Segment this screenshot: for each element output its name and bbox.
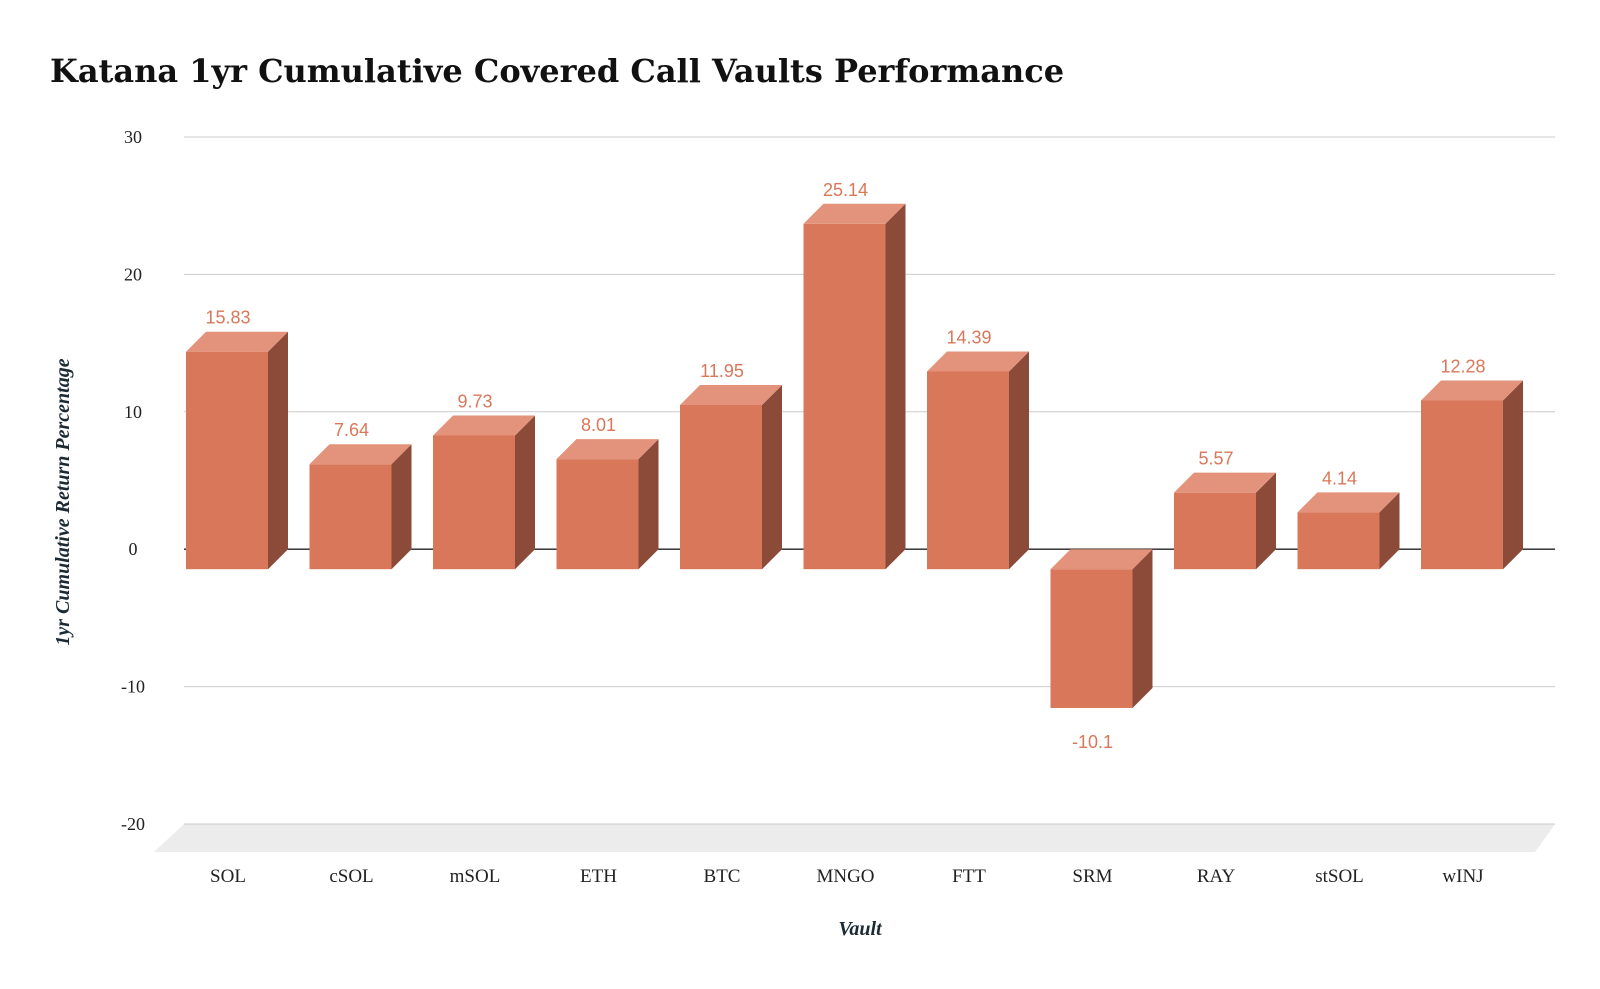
bar: [433, 415, 535, 570]
y-axis-title: 1yr Cumulative Return Percentage: [52, 358, 74, 645]
floor-plane: [154, 824, 1555, 852]
data-label: 25.14: [823, 180, 868, 200]
bar-side-face: [885, 203, 906, 570]
bar-front-face: [556, 459, 639, 570]
x-category-label: FTT: [952, 866, 986, 887]
x-axis-categories: SOL cSOL mSOL ETH BTC MNGO FTT SRM RAY stSOL wINJ: [210, 866, 1484, 887]
bar: [803, 203, 906, 570]
bar-top-face: [803, 203, 906, 224]
bar-front-face: [927, 371, 1009, 570]
bar: [927, 351, 1029, 570]
y-tick-label: -20: [121, 814, 145, 834]
data-label: 5.57: [1198, 449, 1233, 469]
bar-side-face: [1256, 472, 1276, 570]
bar-top-face: [680, 385, 782, 406]
bar-top-face: [556, 439, 659, 460]
data-label: 12.28: [1440, 356, 1485, 376]
x-category-label: cSOL: [329, 866, 373, 887]
bar-front-face: [1174, 492, 1256, 570]
bar-side-face: [1379, 492, 1400, 570]
bar-side-face: [1503, 380, 1523, 570]
y-axis-ticks: 30 20 10 0 -10 -20: [121, 127, 145, 834]
bar-side-face: [391, 444, 412, 570]
bar: [1050, 549, 1153, 708]
bar: [1297, 492, 1400, 570]
data-label: 15.83: [205, 308, 250, 328]
x-category-label: RAY: [1197, 866, 1236, 887]
bar-front-face: [1297, 512, 1380, 570]
bar-top-face: [1421, 380, 1523, 401]
bar-top-face: [433, 415, 535, 436]
bar-front-face: [1050, 569, 1133, 708]
bar: [1421, 380, 1523, 570]
bars: [186, 203, 1523, 708]
x-category-label: wINJ: [1442, 866, 1483, 887]
x-category-label: SOL: [210, 866, 246, 887]
bar: [186, 331, 288, 570]
bar-top-face: [1050, 549, 1153, 570]
data-label: 11.95: [700, 361, 744, 381]
bar-top-face: [309, 444, 412, 465]
bar: [680, 385, 782, 570]
bar-top-face: [186, 331, 288, 352]
bar-front-face: [186, 351, 268, 570]
bar-front-face: [433, 435, 515, 570]
y-tick-label: 0: [129, 539, 138, 559]
data-label: 4.14: [1322, 468, 1357, 488]
chart-floor: [154, 824, 1555, 852]
bar-top-face: [1297, 492, 1400, 513]
data-labels: 15.83 7.64 9.73 8.01 11.95 25.14 14.39 -10.1 5.5…: [205, 180, 1485, 752]
bar-top-face: [927, 351, 1029, 372]
bar-side-face: [638, 439, 659, 570]
chart-title: Katana 1yr Cumulative Covered Call Vault…: [50, 52, 1064, 90]
y-tick-label: 30: [124, 127, 142, 147]
x-category-label: MNGO: [816, 866, 874, 887]
bar-side-face: [1132, 549, 1153, 708]
y-tick-label: 10: [124, 402, 142, 422]
x-axis-title: Vault: [838, 918, 883, 940]
bar-front-face: [680, 405, 762, 570]
bar-front-face: [1421, 400, 1503, 570]
data-label: 14.39: [946, 327, 991, 347]
bar-side-face: [1009, 351, 1029, 570]
x-category-label: SRM: [1072, 866, 1112, 887]
y-tick-label: 20: [124, 264, 142, 284]
bar: [1174, 472, 1276, 570]
data-label: 9.73: [457, 392, 492, 412]
bar-side-face: [268, 331, 288, 570]
data-label: 8.01: [581, 415, 616, 435]
bar: [556, 439, 659, 570]
x-category-label: BTC: [704, 866, 741, 887]
x-category-label: ETH: [580, 866, 617, 887]
y-tick-label: -10: [121, 677, 145, 697]
data-label: 7.64: [334, 420, 369, 440]
x-category-label: stSOL: [1315, 866, 1364, 887]
bar-side-face: [515, 415, 535, 570]
bar-side-face: [762, 385, 782, 570]
bar: [309, 444, 412, 570]
bar-front-face: [309, 464, 392, 570]
bar-top-face: [1174, 472, 1276, 493]
x-category-label: mSOL: [450, 866, 501, 887]
data-label: -10.1: [1072, 732, 1113, 752]
bar-front-face: [803, 223, 886, 570]
